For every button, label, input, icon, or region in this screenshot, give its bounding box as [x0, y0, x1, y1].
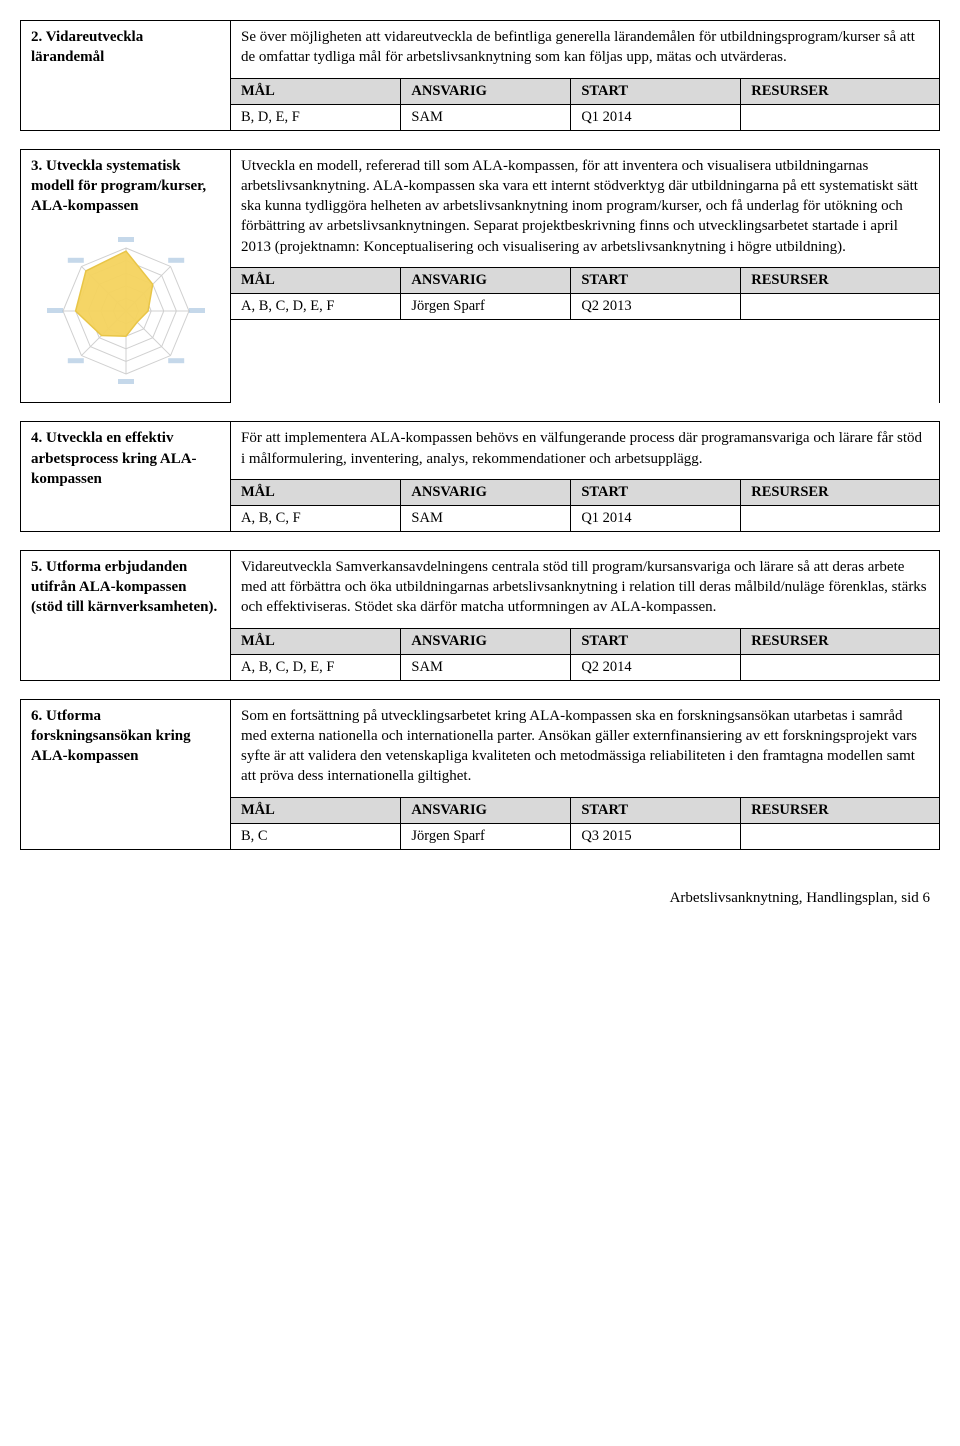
mast-cell-mal: B, D, E, F [231, 104, 401, 130]
section-title-text: 3. Utveckla systematisk modell för progr… [31, 158, 206, 215]
mast-cell-mal: A, B, C, D, E, F [231, 654, 401, 680]
mast-header-start: START [571, 628, 741, 654]
section-description: Utveckla en modell, refererad till som A… [231, 150, 939, 267]
section-body: Vidareutveckla Samverkansavdelningens ce… [231, 551, 939, 681]
section-description: För att implementera ALA-kompassen behöv… [231, 422, 939, 479]
mast-table: MÅLANSVARIGSTARTRESURSER B, D, E, FSAMQ1 … [231, 78, 939, 131]
section-5: 5. Utforma erbjudanden utifrån ALA-kompa… [20, 550, 940, 681]
section-title-text: 4. Utveckla en effektiv arbetsprocess kr… [31, 430, 197, 487]
mast-cell-ansvarig: Jörgen Sparf [401, 823, 571, 849]
mast-cell-resurser [741, 654, 939, 680]
section-body: För att implementera ALA-kompassen behöv… [231, 422, 939, 532]
mast-header-ansvarig: ANSVARIG [401, 628, 571, 654]
mast-cell-resurser [741, 104, 939, 130]
mast-header-start: START [571, 78, 741, 104]
mast-cell-ansvarig: SAM [401, 505, 571, 531]
mast-cell-start: Q2 2014 [571, 654, 741, 680]
mast-header-mal: MÅL [231, 628, 401, 654]
section-title-text: 6. Utforma forskningsansökan kring ALA-k… [31, 708, 191, 765]
section-title: 2. Vidareutveckla lärandemål [21, 21, 231, 131]
section-title: 3. Utveckla systematisk modell för progr… [21, 150, 231, 404]
mast-header-ansvarig: ANSVARIG [401, 479, 571, 505]
mast-cell-ansvarig: SAM [401, 104, 571, 130]
section-4: 4. Utveckla en effektiv arbetsprocess kr… [20, 421, 940, 532]
mast-header-resurser: RESURSER [741, 797, 939, 823]
mast-header-start: START [571, 479, 741, 505]
mast-header-ansvarig: ANSVARIG [401, 797, 571, 823]
section-description: Som en fortsättning på utvecklingsarbete… [231, 700, 939, 797]
section-description: Se över möjligheten att vidareutveckla d… [231, 21, 939, 78]
radar-chart [41, 226, 211, 396]
mast-header-start: START [571, 267, 741, 293]
mast-header-resurser: RESURSER [741, 479, 939, 505]
mast-cell-mal: A, B, C, F [231, 505, 401, 531]
section-title-text: 2. Vidareutveckla lärandemål [31, 29, 143, 65]
mast-header-start: START [571, 797, 741, 823]
section-title: 6. Utforma forskningsansökan kring ALA-k… [21, 700, 231, 850]
mast-header-mal: MÅL [231, 797, 401, 823]
mast-header-resurser: RESURSER [741, 267, 939, 293]
page-footer: Arbetslivsanknytning, Handlingsplan, sid… [20, 890, 940, 907]
section-title-text: 5. Utforma erbjudanden utifrån ALA-kompa… [31, 559, 217, 616]
mast-header-ansvarig: ANSVARIG [401, 267, 571, 293]
section-6: 6. Utforma forskningsansökan kring ALA-k… [20, 699, 940, 850]
mast-header-mal: MÅL [231, 479, 401, 505]
mast-cell-ansvarig: SAM [401, 654, 571, 680]
mast-header-resurser: RESURSER [741, 628, 939, 654]
section-title: 4. Utveckla en effektiv arbetsprocess kr… [21, 422, 231, 532]
mast-cell-start: Q2 2013 [571, 293, 741, 319]
mast-cell-mal: A, B, C, D, E, F [231, 293, 401, 319]
mast-cell-resurser [741, 293, 939, 319]
mast-header-ansvarig: ANSVARIG [401, 78, 571, 104]
mast-cell-resurser [741, 823, 939, 849]
section-3: 3. Utveckla systematisk modell för progr… [20, 149, 940, 404]
section-body: Se över möjligheten att vidareutveckla d… [231, 21, 939, 131]
mast-cell-resurser [741, 505, 939, 531]
section-description: Vidareutveckla Samverkansavdelningens ce… [231, 551, 939, 628]
mast-header-mal: MÅL [231, 78, 401, 104]
mast-table: MÅLANSVARIGSTARTRESURSER A, B, C, D, E, F… [231, 267, 939, 320]
section-body: Utveckla en modell, refererad till som A… [231, 150, 939, 404]
mast-header-mal: MÅL [231, 267, 401, 293]
mast-cell-start: Q1 2014 [571, 104, 741, 130]
mast-table: MÅLANSVARIGSTARTRESURSER A, B, C, D, E, F… [231, 628, 939, 681]
section-body: Som en fortsättning på utvecklingsarbete… [231, 700, 939, 850]
section-2: 2. Vidareutveckla lärandemål Se över möjl… [20, 20, 940, 131]
mast-table: MÅLANSVARIGSTARTRESURSER A, B, C, FSAMQ1 … [231, 479, 939, 532]
mast-cell-mal: B, C [231, 823, 401, 849]
mast-cell-start: Q3 2015 [571, 823, 741, 849]
section-title: 5. Utforma erbjudanden utifrån ALA-kompa… [21, 551, 231, 681]
radar-holder [31, 226, 220, 396]
mast-header-resurser: RESURSER [741, 78, 939, 104]
mast-cell-ansvarig: Jörgen Sparf [401, 293, 571, 319]
mast-cell-start: Q1 2014 [571, 505, 741, 531]
mast-table: MÅLANSVARIGSTARTRESURSER B, CJörgen Sparf… [231, 797, 939, 850]
